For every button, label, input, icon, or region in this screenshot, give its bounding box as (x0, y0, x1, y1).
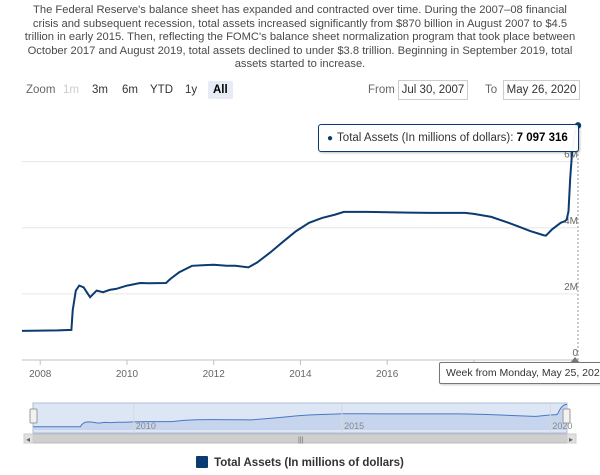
y-tick-label: 4M (564, 216, 578, 227)
legend-swatch (196, 456, 209, 468)
scrollbar-left-button[interactable] (23, 433, 34, 444)
zoom-1m-button[interactable]: 1m (63, 84, 79, 96)
to-label: To (485, 84, 498, 96)
from-label: From (368, 84, 395, 96)
series-line-total-assets (21, 124, 579, 332)
x-tick-label: 2016 (376, 369, 399, 380)
chart-description: The Federal Reserve's balance sheet has … (24, 4, 576, 70)
zoom-3m-button[interactable]: 3m (92, 84, 108, 96)
y-tick-label: 0 (572, 348, 578, 359)
tooltip-series-label: Total Assets (In millions of dollars): (337, 132, 517, 144)
navigator-year-label: 2010 (136, 421, 156, 431)
x-tick-label: 2008 (29, 369, 52, 380)
zoom-1y-button[interactable]: 1y (185, 84, 198, 96)
navigator-year-label: 2020 (552, 421, 572, 431)
zoom-all-button[interactable]: All (208, 81, 233, 99)
navigator-right-handle[interactable] (562, 408, 571, 424)
navigator-series-area (33, 404, 567, 430)
x-tick-label: 2014 (289, 369, 312, 380)
scrollbar-right-button[interactable] (566, 433, 577, 444)
x-axis-tooltip: Week from Monday, May 25, 2020 (439, 357, 600, 384)
scroll-left-arrow-icon: ◂ (26, 435, 30, 444)
series-tooltip: ● Total Assets (In millions of dollars): … (318, 124, 579, 152)
zoom-6m-button[interactable]: 6m (122, 84, 138, 96)
tooltip-series-dot-icon: ● (327, 133, 334, 144)
zoom-label: Zoom (26, 84, 56, 96)
from-date-input[interactable]: Jul 30, 2007 (398, 80, 468, 100)
scroll-right-arrow-icon: ▸ (569, 435, 573, 444)
x-tick-label: 2010 (116, 369, 139, 380)
scrollbar-grip-icon: ||| (298, 437, 304, 444)
legend-label: Total Assets (In millions of dollars) (214, 457, 404, 469)
zoom-ytd-button[interactable]: YTD (150, 84, 173, 96)
navigator-left-handle[interactable] (29, 408, 38, 424)
y-tick-label: 2M (564, 282, 578, 293)
navigator-series-line (33, 403, 568, 428)
x-tick-label: 2012 (203, 369, 226, 380)
range-selector: Zoom 1m 3m 6m YTD 1y All From Jul 30, 20… (0, 80, 600, 102)
chart-legend[interactable]: Total Assets (In millions of dollars) (0, 456, 600, 469)
to-date-input[interactable]: May 26, 2020 (503, 80, 580, 100)
tooltip-value: 7 097 316 (516, 132, 568, 144)
navigator-year-label: 2015 (344, 421, 364, 431)
